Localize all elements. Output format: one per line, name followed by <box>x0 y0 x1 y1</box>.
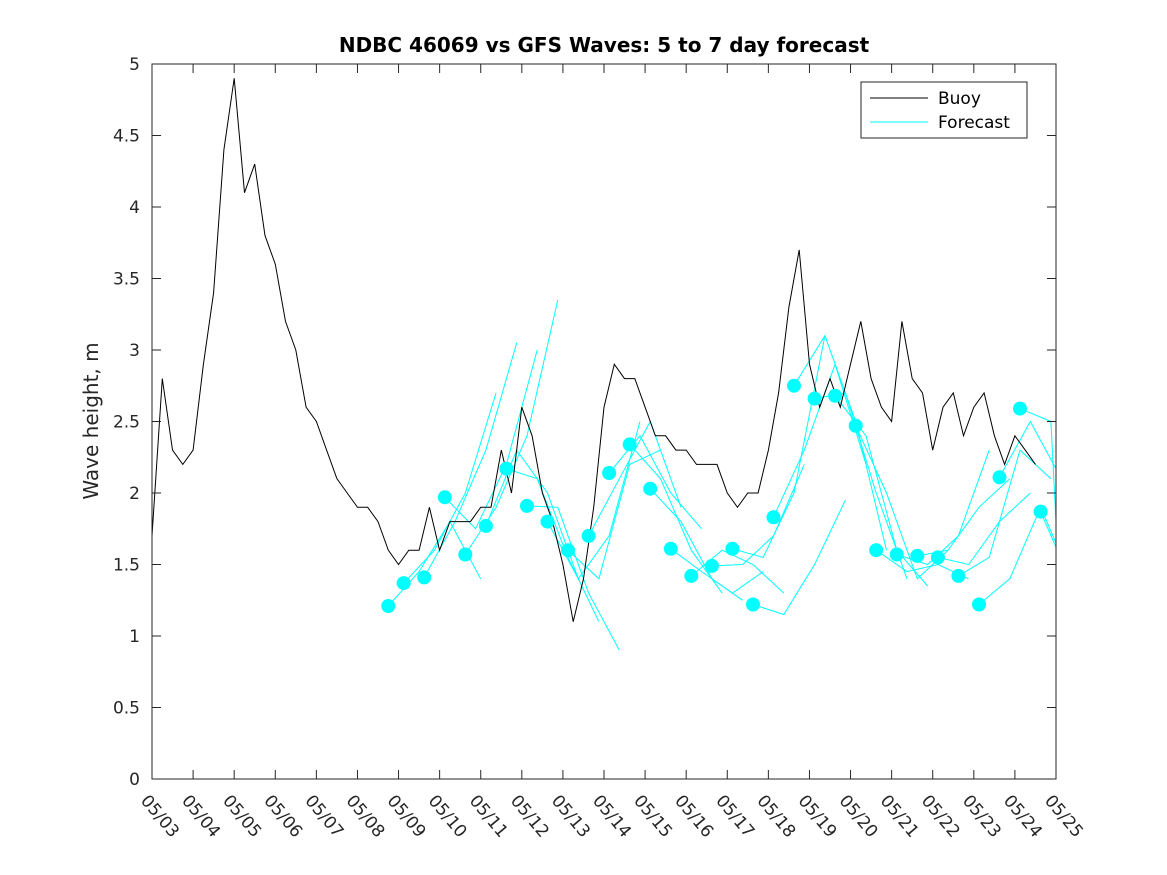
y-tick-label: 0 <box>129 770 140 790</box>
forecast-line-12 <box>608 434 702 530</box>
forecast-start-marker-6 <box>478 518 493 533</box>
forecast-start-marker-26 <box>889 547 904 562</box>
forecast-start-marker-2 <box>396 576 411 591</box>
forecast-start-marker-22 <box>807 391 822 406</box>
forecast-line-24 <box>855 425 949 580</box>
y-tick-label: 2 <box>129 484 140 504</box>
forecast-start-marker-27 <box>910 548 925 563</box>
forecast-line-19 <box>752 499 846 616</box>
forecast-start-marker-14 <box>643 481 658 496</box>
forecast-start-marker-21 <box>787 378 801 393</box>
legend: Buoy Forecast <box>860 81 1028 139</box>
forecast-line-18 <box>732 335 826 558</box>
y-tick-label: 2.5 <box>113 413 140 433</box>
forecast-start-marker-7 <box>499 461 514 476</box>
forecast-start-marker-5 <box>458 547 473 562</box>
forecast-start-marker-23 <box>828 388 843 403</box>
legend-label-buoy: Buoy <box>938 89 981 109</box>
forecast-line-17 <box>711 464 805 567</box>
buoy-line <box>151 78 1036 622</box>
forecast-start-marker-11 <box>581 528 596 543</box>
forecast-start-marker-18 <box>725 541 740 556</box>
y-tick-label: 3.5 <box>113 270 140 290</box>
y-tick-label: 1 <box>129 627 140 647</box>
forecast-line-23 <box>834 395 928 587</box>
forecast-start-marker-29 <box>951 568 966 583</box>
y-tick-label: 5 <box>129 55 140 75</box>
legend-box <box>860 81 1028 139</box>
forecast-start-marker-13 <box>622 437 637 452</box>
forecast-start-marker-12 <box>602 466 617 480</box>
y-tick-label: 3 <box>129 341 140 361</box>
y-tick-label: 0.5 <box>113 699 140 719</box>
forecast-line-30 <box>978 506 1057 605</box>
forecast-start-marker-28 <box>930 550 945 565</box>
y-tick-label: 4 <box>129 198 140 218</box>
forecast-start-marker-33 <box>1033 504 1048 519</box>
forecast-start-marker-17 <box>704 558 719 573</box>
legend-label-forecast: Forecast <box>938 113 1010 133</box>
forecast-start-marker-25 <box>869 543 884 558</box>
forecast-start-marker-16 <box>684 568 699 583</box>
forecast-start-marker-19 <box>746 597 760 612</box>
forecast-start-marker-30 <box>972 597 986 612</box>
forecast-start-marker-24 <box>848 418 863 433</box>
forecast-line-31 <box>999 420 1057 478</box>
y-axis-label: Wave height, m <box>79 342 103 499</box>
forecast-start-marker-31 <box>992 470 1007 485</box>
y-tick-label: 4.5 <box>113 127 140 147</box>
forecast-start-marker-1 <box>381 599 396 613</box>
forecast-start-marker-3 <box>417 570 432 585</box>
forecast-line-28 <box>937 492 1031 566</box>
chart-title: NDBC 46069 vs GFS Waves: 5 to 7 day fore… <box>339 33 870 57</box>
forecast-line-13 <box>629 444 723 594</box>
forecast-start-marker-9 <box>540 514 555 529</box>
forecast-line-6 <box>485 449 579 579</box>
forecast-start-marker-32 <box>1013 401 1027 416</box>
forecast-start-marker-20 <box>766 510 781 525</box>
forecast-line-15 <box>670 548 764 594</box>
forecast-start-marker-10 <box>561 543 575 558</box>
y-tick-label: 1.5 <box>113 556 140 576</box>
forecast-line-10 <box>567 449 661 580</box>
series-layer <box>151 78 1057 651</box>
forecast-start-marker-4 <box>437 490 452 505</box>
forecast-start-marker-15 <box>663 541 678 556</box>
forecast-start-marker-8 <box>520 498 534 513</box>
